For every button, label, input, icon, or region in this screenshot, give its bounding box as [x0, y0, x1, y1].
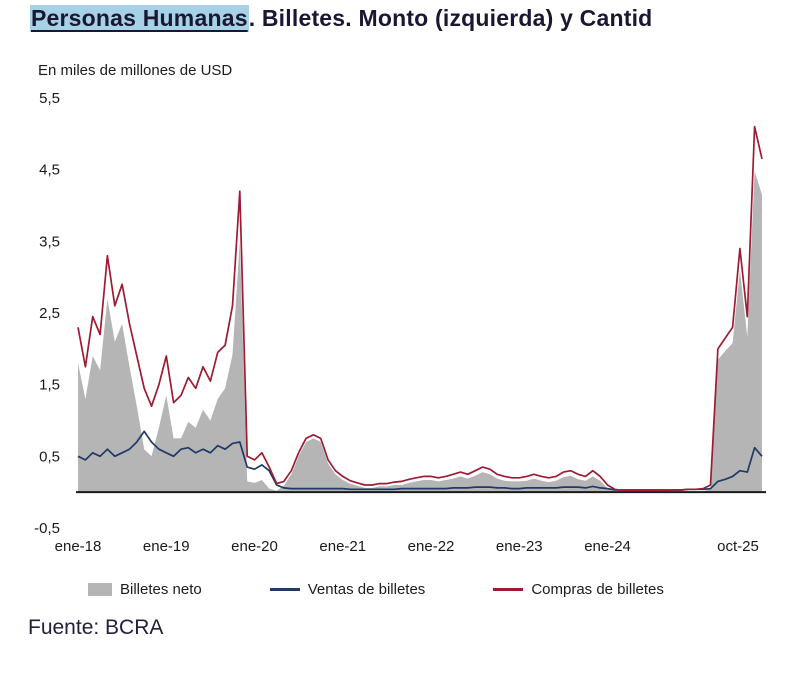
area-swatch-icon	[88, 583, 112, 596]
legend-item-ventas: Ventas de billetes	[269, 581, 426, 598]
svg-text:oct-25: oct-25	[717, 538, 759, 555]
svg-text:ene-19: ene-19	[143, 538, 190, 555]
svg-text:ene-21: ene-21	[319, 538, 366, 555]
svg-text:ene-24: ene-24	[584, 538, 631, 555]
svg-text:2,5: 2,5	[39, 305, 60, 322]
svg-text:0,5: 0,5	[39, 448, 60, 465]
svg-text:ene-23: ene-23	[496, 538, 543, 555]
legend-label: Ventas de billetes	[307, 581, 426, 598]
legend-label: Billetes neto	[120, 581, 202, 598]
line-swatch-icon	[269, 588, 300, 591]
svg-text:4,5: 4,5	[39, 162, 60, 179]
svg-text:1,5: 1,5	[39, 377, 60, 394]
chart-legend: Billetes neto Ventas de billetes Compras…	[88, 581, 664, 598]
legend-item-compras: Compras de billetes	[493, 581, 664, 598]
svg-text:ene-18: ene-18	[55, 538, 102, 555]
title-highlight: Personas Humanas	[30, 5, 249, 32]
line-swatch-icon	[493, 588, 524, 591]
svg-text:5,5: 5,5	[39, 90, 60, 107]
legend-label: Compras de billetes	[531, 581, 664, 598]
page-title: Personas Humanas. Billetes. Monto (izqui…	[30, 5, 800, 32]
svg-text:ene-20: ene-20	[231, 538, 278, 555]
svg-text:3,5: 3,5	[39, 233, 60, 250]
legend-item-billetes-neto: Billetes neto	[88, 581, 202, 598]
title-rest: . Billetes. Monto (izquierda) y Cantid	[248, 5, 653, 31]
svg-text:-0,5: -0,5	[34, 520, 60, 537]
source-note: Fuente: BCRA	[28, 616, 164, 639]
svg-text:ene-22: ene-22	[408, 538, 455, 555]
chart-unit-label: En miles de millones de USD	[38, 62, 233, 79]
